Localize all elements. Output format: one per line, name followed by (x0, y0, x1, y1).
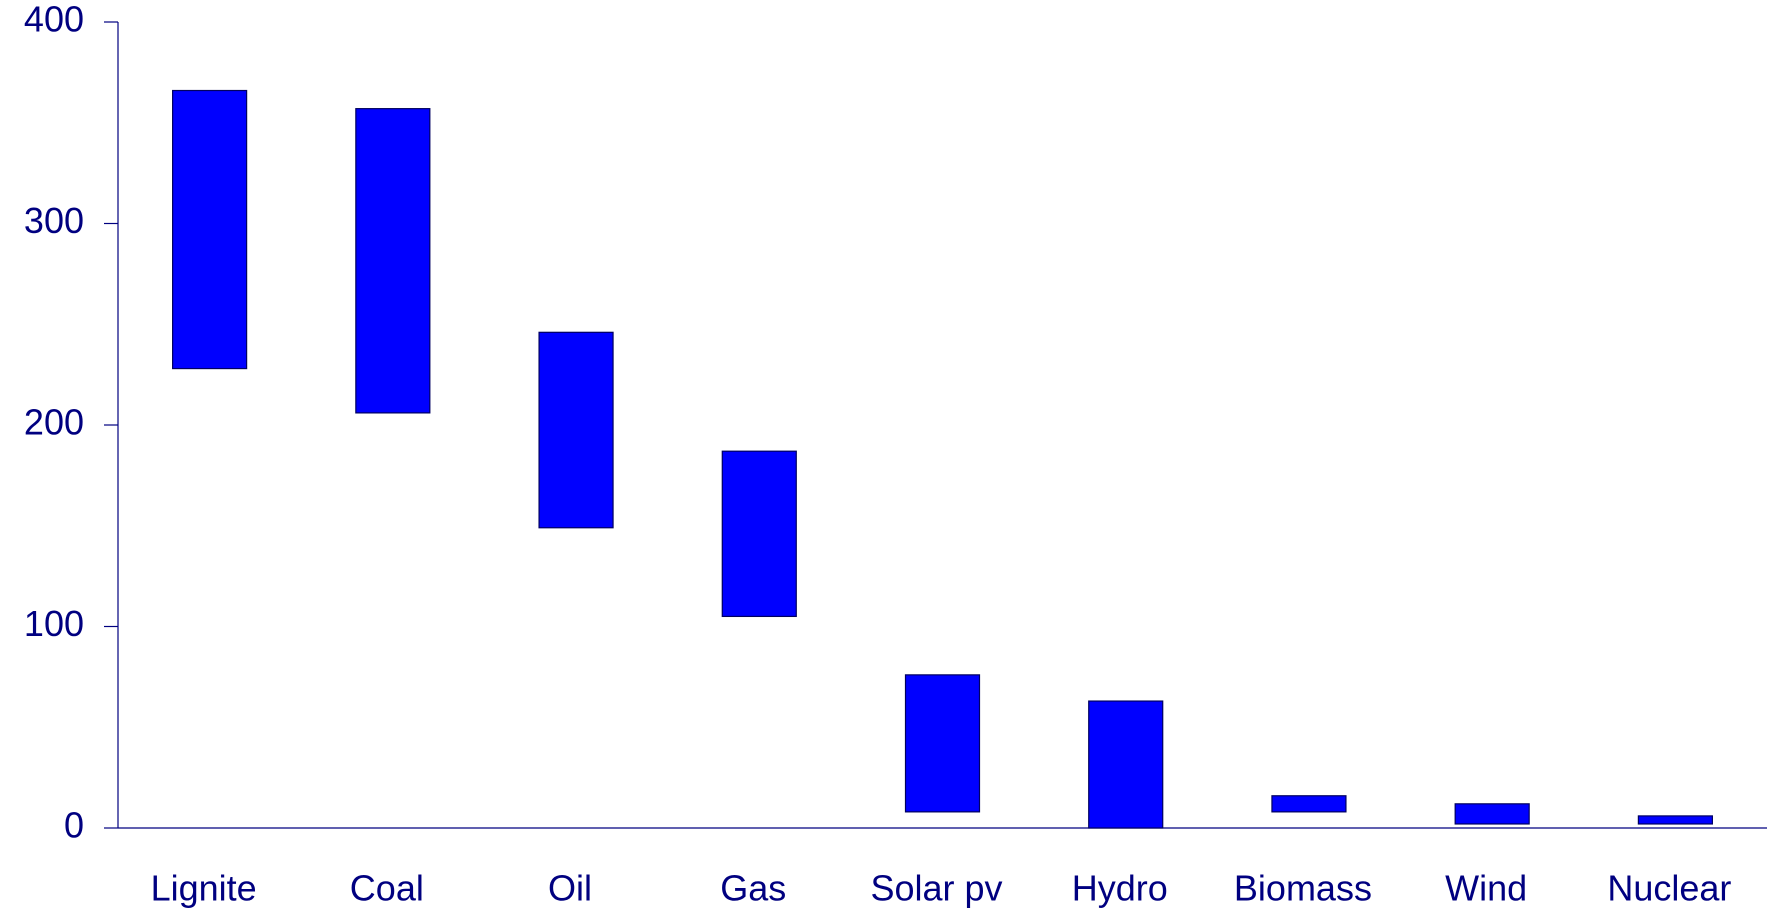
y-tick-label: 0 (64, 805, 84, 846)
bar (538, 331, 614, 529)
bar (1454, 803, 1530, 825)
bar (904, 674, 981, 813)
bar (1088, 700, 1164, 829)
bar (355, 108, 431, 414)
x-tick-label: Solar pv (870, 868, 1002, 909)
x-tick-label: Wind (1445, 868, 1527, 909)
x-tick-label: Coal (350, 868, 424, 909)
y-tick-label: 400 (24, 0, 84, 40)
x-tick-label: Lignite (151, 868, 257, 909)
y-tick-label: 100 (24, 603, 84, 644)
x-tick-label: Hydro (1072, 868, 1168, 909)
bar (721, 450, 797, 618)
y-tick-label: 200 (24, 402, 84, 443)
y-tick-label: 300 (24, 200, 84, 241)
bar (172, 89, 248, 370)
x-tick-label: Oil (548, 868, 592, 909)
x-tick-label: Biomass (1234, 868, 1372, 909)
x-tick-label: Nuclear (1607, 868, 1731, 909)
bar (1271, 795, 1347, 813)
bar (1637, 815, 1713, 825)
x-tick-label: Gas (720, 868, 786, 909)
